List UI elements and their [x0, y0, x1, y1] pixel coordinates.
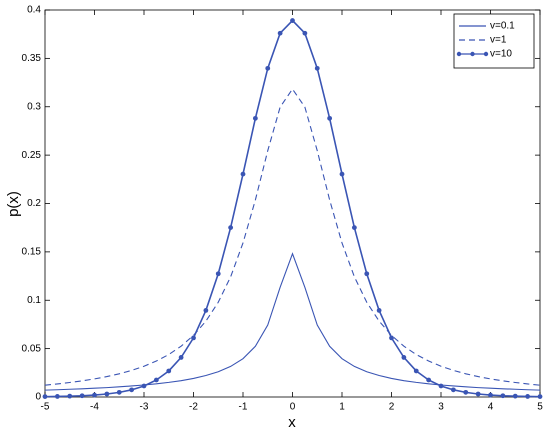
point-marker [537, 394, 543, 400]
point-marker [178, 355, 184, 360]
point-marker [475, 391, 481, 397]
point-marker [129, 387, 135, 393]
point-marker [450, 387, 456, 393]
series-line [44, 252, 541, 391]
legend-marker [483, 51, 489, 57]
x-tick-label: -3 [140, 402, 149, 413]
point-marker [277, 30, 283, 36]
point-marker [364, 271, 370, 277]
x-tick-label: -5 [41, 402, 50, 413]
point-marker [314, 65, 320, 71]
point-marker [166, 368, 172, 374]
y-tick-label: 0.4 [27, 5, 41, 16]
point-marker [376, 308, 382, 313]
point-marker [401, 355, 407, 360]
point-marker [426, 377, 432, 383]
point-marker [525, 394, 531, 399]
y-axis-label: p(x) [5, 191, 22, 217]
y-tick-label: 0.2 [27, 198, 41, 209]
y-tick-label: 0.35 [22, 53, 42, 64]
point-marker [512, 393, 518, 399]
point-marker [67, 393, 73, 399]
point-marker [463, 389, 469, 395]
legend-marker [470, 51, 475, 57]
x-tick-label: -4 [90, 402, 99, 413]
point-marker [302, 30, 308, 36]
x-tick-label: 1 [339, 402, 345, 413]
x-axis-label: x [288, 414, 296, 431]
series-line [44, 19, 541, 398]
x-tick-label: 5 [537, 402, 543, 413]
x-tick-label: 0 [290, 402, 296, 413]
point-marker [351, 225, 357, 230]
point-marker [488, 392, 493, 398]
legend-marker [456, 51, 462, 57]
point-marker [116, 389, 122, 395]
y-tick-label: 0.3 [27, 101, 41, 112]
point-marker [438, 383, 444, 389]
series-line [44, 88, 541, 386]
y-tick-label: 0.15 [22, 247, 42, 258]
point-marker [265, 65, 271, 71]
point-marker [191, 335, 196, 341]
x-tick-label: -2 [189, 402, 198, 413]
point-marker [339, 171, 345, 177]
y-tick-label: 0.25 [22, 150, 42, 161]
point-marker [104, 391, 110, 397]
y-tick-label: 0.1 [27, 295, 41, 306]
x-tick-label: -1 [239, 402, 248, 413]
x-tick-label: 3 [438, 402, 444, 413]
point-marker [79, 393, 85, 399]
legend-label: v=1 [490, 35, 507, 46]
y-tick-label: 0 [35, 392, 41, 403]
point-marker [228, 225, 234, 230]
point-marker [141, 383, 147, 389]
point-marker [389, 335, 394, 341]
point-marker [252, 115, 258, 121]
point-marker [203, 308, 209, 313]
point-marker [327, 115, 333, 121]
point-marker [500, 393, 506, 399]
point-marker [153, 377, 159, 383]
point-marker [42, 394, 48, 400]
point-marker [290, 18, 295, 23]
point-marker [215, 271, 221, 277]
legend-label: v=10 [490, 49, 512, 60]
point-marker [92, 392, 97, 398]
x-tick-label: 4 [488, 402, 494, 413]
point-marker [54, 394, 60, 399]
x-tick-label: 2 [389, 402, 395, 413]
legend-box [453, 13, 535, 69]
point-marker [413, 368, 419, 374]
point-marker [240, 171, 246, 177]
legend-label: v=0.1 [490, 21, 515, 32]
y-tick-label: 0.05 [22, 343, 42, 354]
